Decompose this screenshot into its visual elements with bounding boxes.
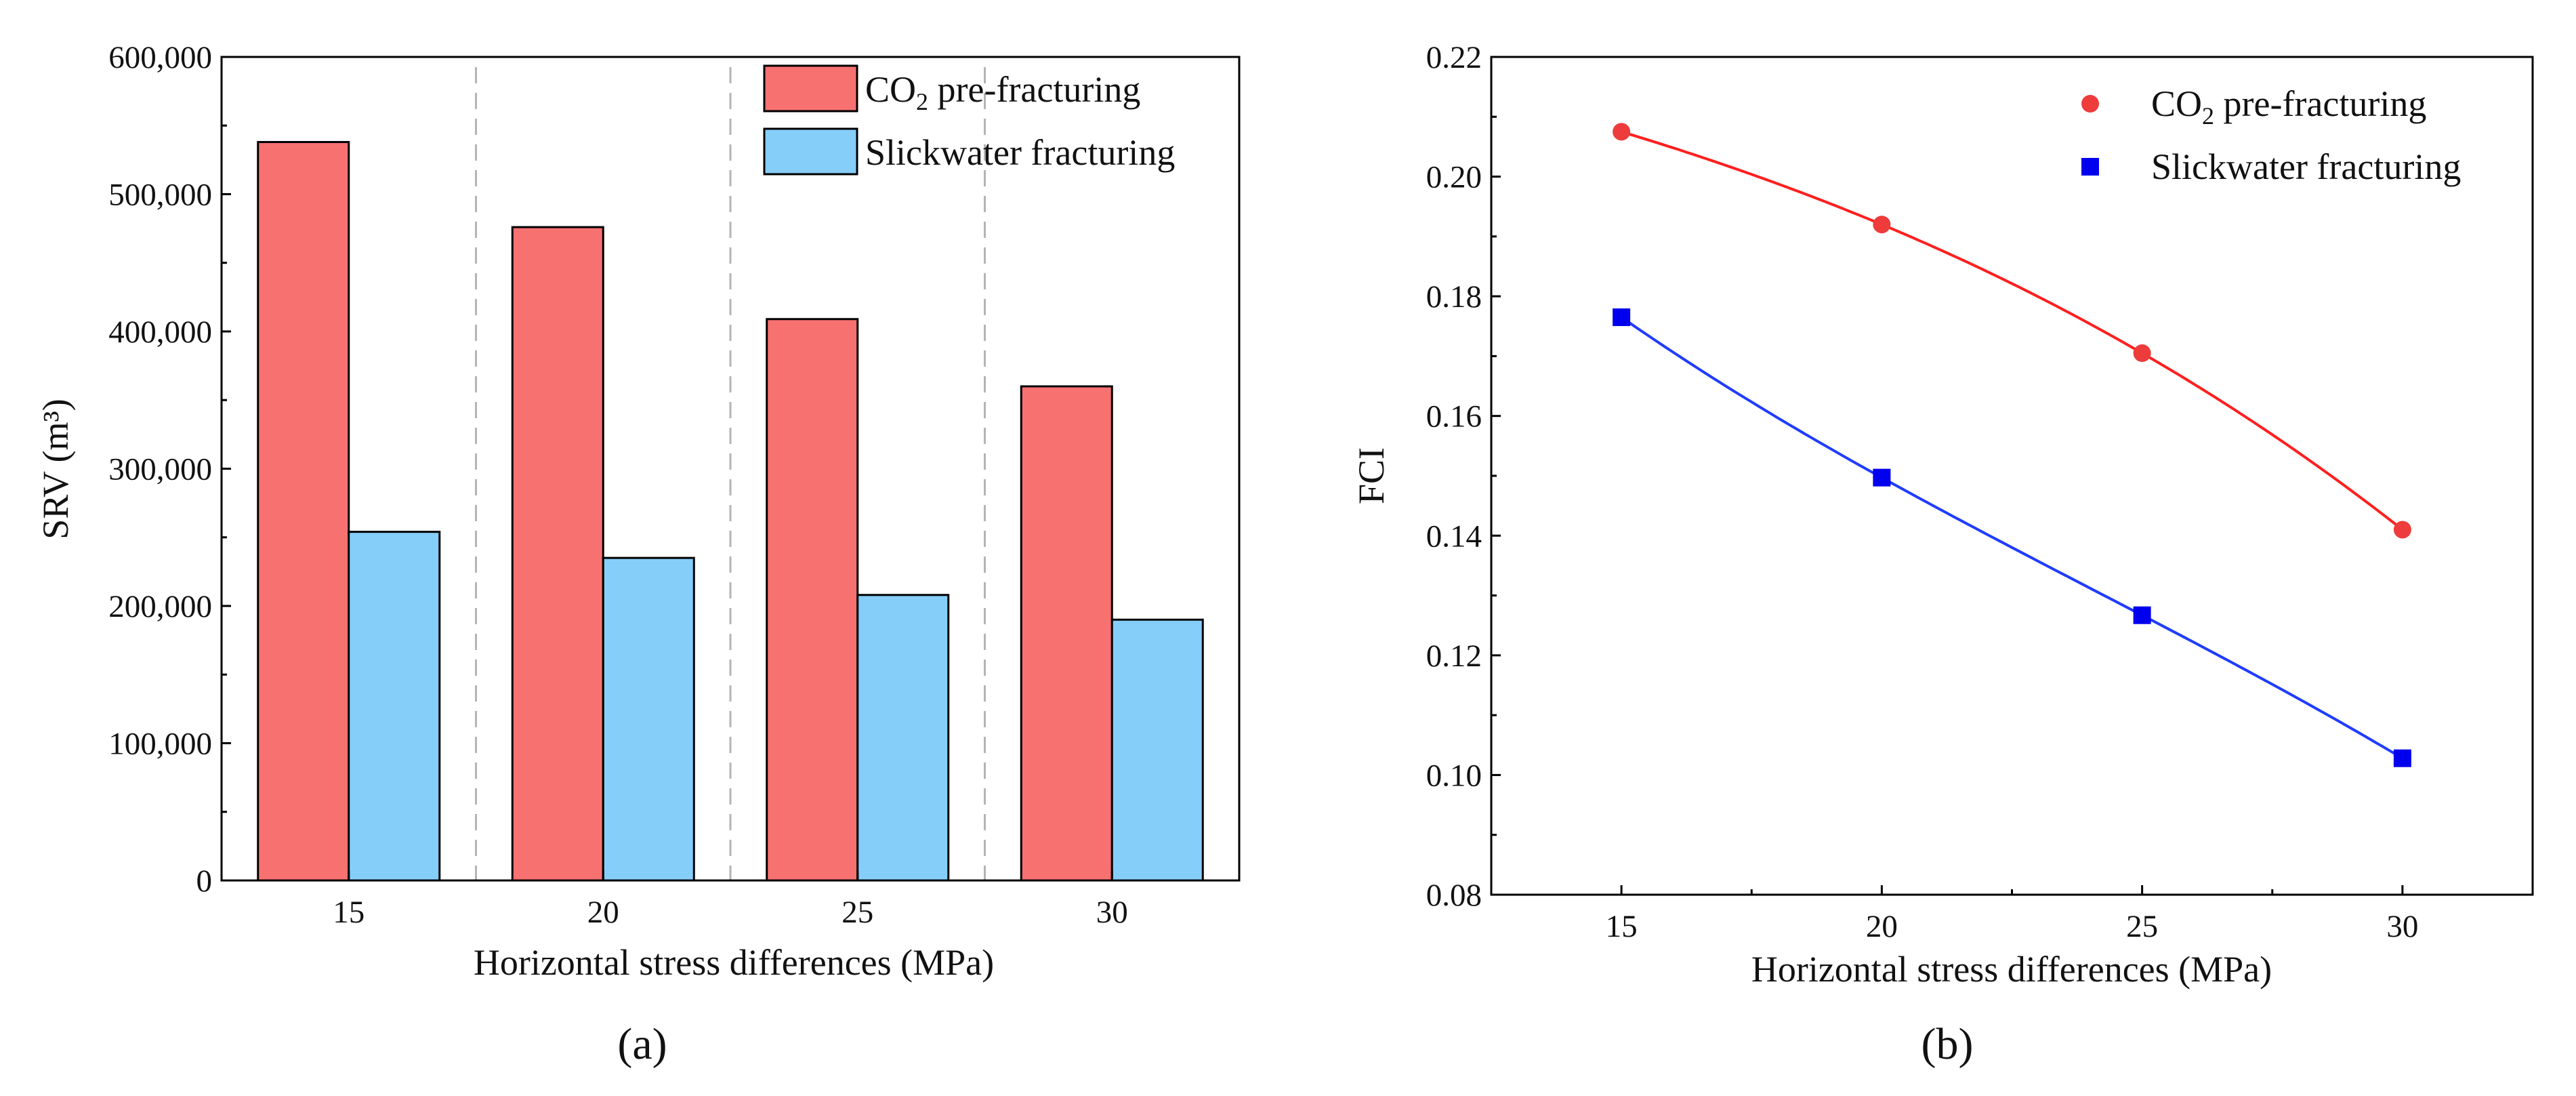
x-axis: 15 20 25 30	[333, 871, 1128, 930]
x-axis-title: Horizontal stress differences (MPa)	[1751, 949, 2272, 990]
legend-label-co2: CO2 pre-fracturing	[865, 69, 1140, 115]
x-tick-label: 15	[1606, 909, 1638, 944]
y-tick-label: 0.20	[1426, 160, 1482, 195]
legend-label-co2: CO2 pre-fracturing	[2151, 83, 2426, 129]
x-tick-label: 25	[2126, 909, 2158, 944]
y-tick-label: 600,000	[108, 40, 212, 75]
panel-label-b: (b)	[1921, 1019, 1974, 1069]
x-axis: 15 20 25 30	[1490, 885, 2534, 944]
y-tick-label: 500,000	[108, 178, 212, 213]
y-axis: 0.08 0.10 0.12 0.14 0.16 0.18 0.20 0.22	[1426, 40, 1501, 913]
marker-co2-15	[1613, 123, 1631, 141]
marker-co2-20	[1873, 216, 1891, 234]
legend-label-slickwater: Slickwater fracturing	[2151, 146, 2461, 187]
y-tick-label: 100,000	[108, 727, 212, 762]
series-line-slickwater	[1620, 316, 2403, 760]
fci-line-chart: 0.08 0.10 0.12 0.14 0.16 0.18 0.20 0.22 15 20 25 3…	[1351, 40, 2534, 1069]
y-tick-label: 400,000	[108, 314, 212, 350]
x-tick-label: 20	[1866, 909, 1898, 944]
srv-bar-chart: 0 100,000 200,000 300,000 400,000 500,000 600,…	[35, 40, 1241, 1069]
bar-co2-30	[1020, 385, 1113, 882]
legend-swatch-co2	[763, 64, 858, 113]
series-markers	[1613, 123, 2411, 767]
bar-co2-15	[257, 141, 350, 882]
series-line-co2	[1621, 130, 2404, 531]
bar-co2-25	[766, 318, 859, 882]
y-tick-label: 300,000	[108, 452, 212, 487]
y-tick-label: 0.22	[1426, 40, 1482, 75]
marker-slickwater-15	[1613, 308, 1631, 327]
x-tick-label: 30	[1096, 895, 1128, 930]
marker-slickwater-30	[2393, 749, 2411, 767]
marker-co2-25	[2133, 344, 2151, 363]
legend-swatch-slickwater	[763, 127, 858, 176]
x-tick-label: 25	[842, 895, 873, 930]
marker-slickwater-20	[1873, 468, 1891, 487]
y-tick-label: 0.18	[1426, 279, 1482, 314]
y-tick-label: 200,000	[108, 589, 212, 624]
series-lines	[1620, 130, 2404, 760]
legend: CO2 pre-fracturing Slickwater fracturing	[763, 64, 1175, 176]
x-tick-label: 30	[2386, 909, 2418, 944]
y-axis-title: SRV (m³)	[35, 399, 76, 539]
x-tick-label: 20	[587, 895, 619, 930]
marker-slickwater-25	[2133, 606, 2151, 624]
legend-label-slickwater: Slickwater fracturing	[865, 132, 1175, 173]
legend-marker-co2	[2081, 95, 2099, 113]
y-tick-label: 0.12	[1426, 638, 1482, 674]
y-tick-label: 0.08	[1426, 878, 1482, 913]
y-tick-label: 0.10	[1426, 758, 1482, 793]
category-dividers	[475, 67, 986, 880]
bar-slickwater-30	[1110, 618, 1204, 882]
x-tick-label: 15	[333, 895, 365, 930]
marker-co2-30	[2393, 521, 2411, 539]
bar-slickwater-20	[602, 556, 695, 882]
y-tick-label: 0	[196, 864, 213, 899]
y-axis-title: FCI	[1351, 447, 1392, 504]
legend: CO2 pre-fracturing Slickwater fracturing	[2081, 83, 2461, 187]
bars	[257, 141, 1204, 882]
x-axis-title: Horizontal stress differences (MPa)	[474, 942, 994, 983]
bar-slickwater-25	[856, 594, 950, 882]
panel-label-a: (a)	[617, 1019, 667, 1069]
bar-slickwater-15	[348, 531, 441, 882]
legend-marker-slickwater	[2081, 158, 2099, 176]
bar-co2-20	[511, 226, 604, 882]
y-tick-label: 0.14	[1426, 519, 1482, 554]
y-axis: 0 100,000 200,000 300,000 400,000 500,000 600,…	[108, 40, 231, 899]
y-tick-label: 0.16	[1426, 399, 1482, 434]
